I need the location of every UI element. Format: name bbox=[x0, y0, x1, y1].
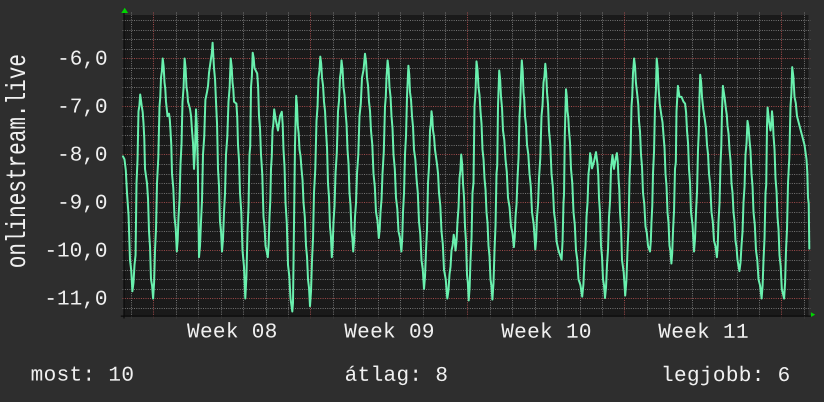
svg-text:-10,0: -10,0 bbox=[44, 241, 107, 264]
svg-text:Week 10: Week 10 bbox=[501, 322, 592, 345]
svg-text:átlag: 8: átlag: 8 bbox=[345, 365, 449, 388]
svg-text:legjobb: 6: legjobb: 6 bbox=[661, 365, 791, 388]
svg-text:-8,0: -8,0 bbox=[57, 145, 107, 168]
svg-text:-11,0: -11,0 bbox=[44, 289, 107, 312]
svg-text:onlinestream.live: onlinestream.live bbox=[4, 54, 34, 268]
svg-text:Week 08: Week 08 bbox=[187, 321, 278, 344]
svg-text:Week 09: Week 09 bbox=[344, 321, 435, 344]
svg-text:-9,0: -9,0 bbox=[57, 193, 107, 216]
svg-text:Week 11: Week 11 bbox=[658, 322, 749, 345]
svg-text:most: 10: most: 10 bbox=[31, 365, 135, 388]
svg-text:-6,0: -6,0 bbox=[57, 49, 107, 72]
svg-text:-7,0: -7,0 bbox=[57, 97, 107, 120]
